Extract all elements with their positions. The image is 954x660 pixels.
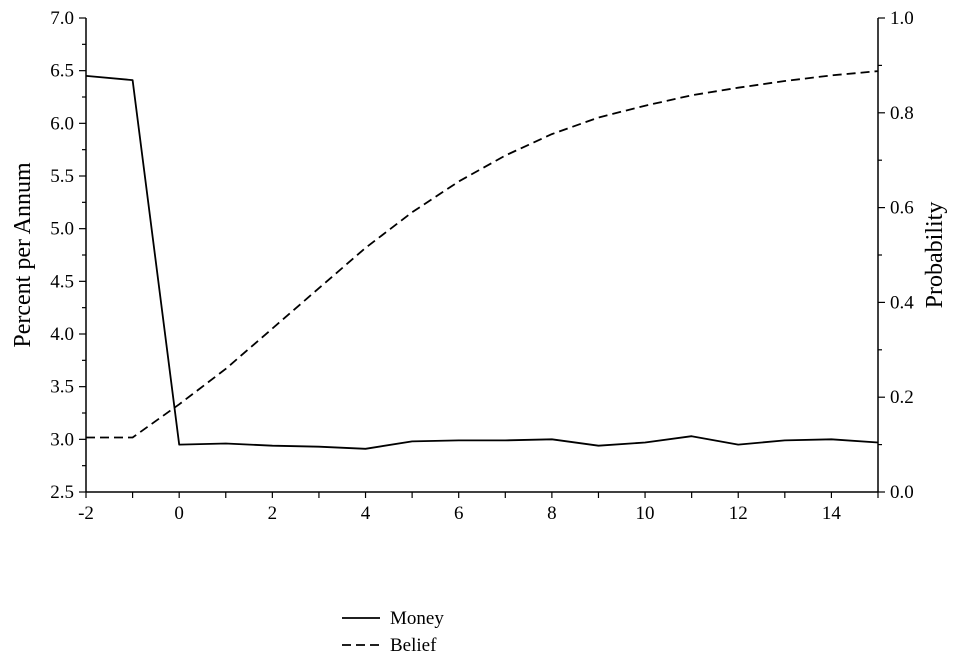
legend-label-belief: Belief: [390, 635, 437, 656]
y-left-tick-label: 2.5: [50, 482, 74, 503]
x-tick-label: 4: [361, 503, 371, 524]
x-tick-label: 2: [268, 503, 278, 524]
y-left-tick-label: 6.0: [50, 113, 74, 134]
x-tick-label: 14: [822, 503, 842, 524]
y-right-tick-label: 0.0: [890, 482, 914, 503]
y-left-tick-label: 5.5: [50, 166, 74, 187]
x-tick-label: -2: [78, 503, 94, 524]
y-left-tick-label: 3.0: [50, 429, 74, 450]
series-line-belief: [86, 70, 879, 439]
y-left-tick-label: 6.5: [50, 61, 74, 82]
y-left-axis-title: Percent per Annum: [10, 162, 36, 348]
y-left-tick-label: 5.0: [50, 219, 74, 240]
series-layer: [85, 70, 879, 450]
x-tick-label: 8: [547, 503, 557, 524]
y-right-axis-title: Probability: [922, 202, 948, 309]
y-left-tick-label: 4.0: [50, 324, 74, 345]
axes: [85, 18, 879, 493]
x-tick-label: 6: [454, 503, 464, 524]
y-right-tick-label: 0.2: [890, 387, 914, 408]
y-right-tick-label: 0.6: [890, 198, 914, 219]
y-right-tick-label: 1.0: [890, 8, 914, 29]
y-right-tick-label: 0.8: [890, 103, 914, 124]
legend: Money Belief: [342, 608, 444, 656]
ticks: -2 0 2 4 6 8 10 12 14 2.5 3.0 3.5 4.0 4.5 5.0 5.5 6.0 6.5…: [50, 8, 914, 524]
y-left-tick-label: 7.0: [50, 8, 74, 29]
series-line-money: [85, 75, 879, 450]
x-tick-label: 0: [174, 503, 184, 524]
legend-label-money: Money: [390, 608, 444, 629]
x-tick-label: 12: [729, 503, 748, 524]
y-left-tick-label: 3.5: [50, 377, 74, 398]
x-tick-label: 10: [636, 503, 655, 524]
y-right-tick-label: 0.4: [890, 292, 914, 313]
y-left-tick-label: 4.5: [50, 271, 74, 292]
